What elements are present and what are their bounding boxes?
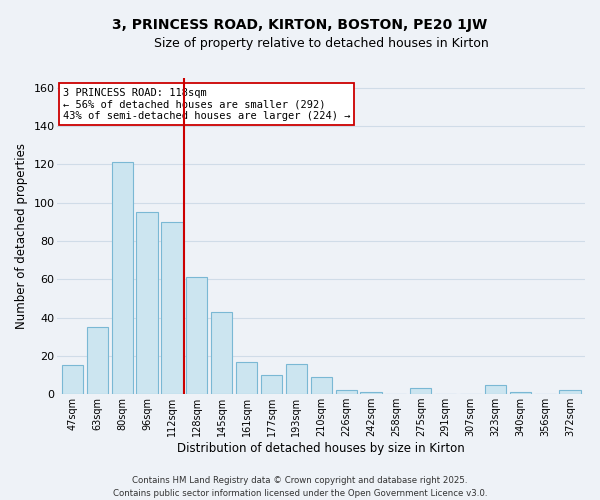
Bar [286, 364, 307, 394]
Bar [559, 390, 581, 394]
Bar [485, 384, 506, 394]
Bar [236, 362, 257, 394]
Bar [410, 388, 431, 394]
Bar [261, 375, 282, 394]
Bar [211, 312, 232, 394]
Bar [311, 377, 332, 394]
Bar [112, 162, 133, 394]
Bar [361, 392, 382, 394]
X-axis label: Distribution of detached houses by size in Kirton: Distribution of detached houses by size … [178, 442, 465, 455]
Bar [186, 278, 208, 394]
Text: 3, PRINCESS ROAD, KIRTON, BOSTON, PE20 1JW: 3, PRINCESS ROAD, KIRTON, BOSTON, PE20 1… [112, 18, 488, 32]
Bar [335, 390, 356, 394]
Bar [62, 366, 83, 394]
Bar [86, 327, 108, 394]
Y-axis label: Number of detached properties: Number of detached properties [15, 143, 28, 329]
Text: Contains HM Land Registry data © Crown copyright and database right 2025.
Contai: Contains HM Land Registry data © Crown c… [113, 476, 487, 498]
Bar [510, 392, 531, 394]
Bar [161, 222, 182, 394]
Bar [136, 212, 158, 394]
Text: 3 PRINCESS ROAD: 118sqm
← 56% of detached houses are smaller (292)
43% of semi-d: 3 PRINCESS ROAD: 118sqm ← 56% of detache… [63, 88, 350, 120]
Title: Size of property relative to detached houses in Kirton: Size of property relative to detached ho… [154, 38, 488, 51]
